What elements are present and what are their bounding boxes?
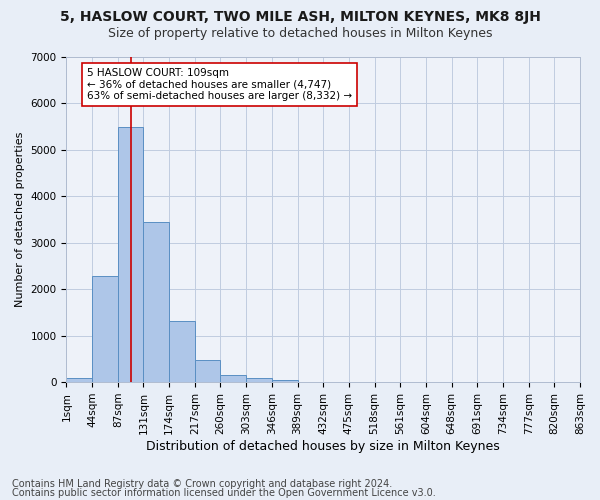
Bar [118, 127, 143, 382]
Bar [272, 380, 298, 382]
Bar [246, 378, 272, 382]
Bar [220, 375, 246, 382]
Text: Size of property relative to detached houses in Milton Keynes: Size of property relative to detached ho… [108, 28, 492, 40]
Bar [67, 378, 92, 382]
Text: 5 HASLOW COURT: 109sqm
← 36% of detached houses are smaller (4,747)
63% of semi-: 5 HASLOW COURT: 109sqm ← 36% of detached… [87, 68, 352, 101]
Bar [143, 222, 169, 382]
Bar [92, 276, 118, 382]
Text: Contains HM Land Registry data © Crown copyright and database right 2024.: Contains HM Land Registry data © Crown c… [12, 479, 392, 489]
Text: Contains public sector information licensed under the Open Government Licence v3: Contains public sector information licen… [12, 488, 436, 498]
X-axis label: Distribution of detached houses by size in Milton Keynes: Distribution of detached houses by size … [146, 440, 500, 452]
Y-axis label: Number of detached properties: Number of detached properties [15, 132, 25, 307]
Text: 5, HASLOW COURT, TWO MILE ASH, MILTON KEYNES, MK8 8JH: 5, HASLOW COURT, TWO MILE ASH, MILTON KE… [59, 10, 541, 24]
Bar [195, 360, 220, 382]
Bar [169, 321, 195, 382]
